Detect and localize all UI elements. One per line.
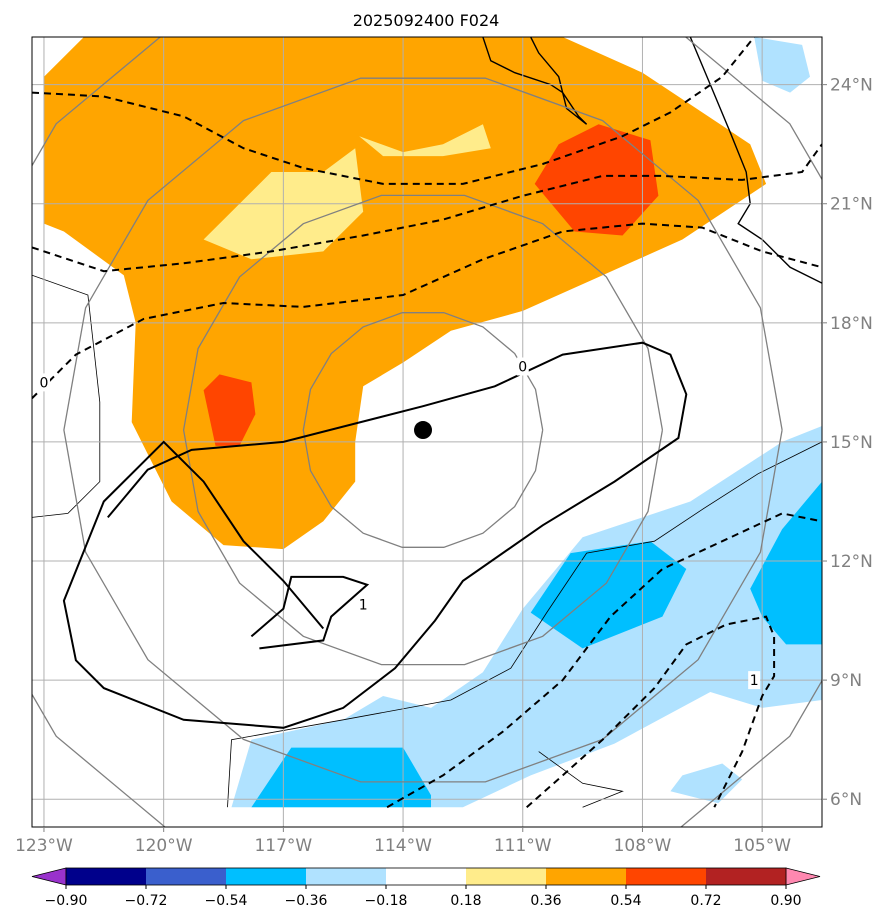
- contour-label-bg: [748, 671, 761, 690]
- x-tick-label: 105°W: [733, 836, 791, 856]
- colorbar-label: 0.90: [770, 893, 801, 909]
- contour-label: 0: [518, 359, 527, 375]
- y-tick-label: 15°N: [830, 433, 873, 453]
- x-tick-label: 123°W: [15, 836, 73, 856]
- colorbar-segment: [146, 868, 227, 885]
- contour-solid-line: [62, 341, 688, 729]
- colorbar-extend-low: [31, 867, 67, 886]
- x-tick-label: 117°W: [254, 836, 312, 856]
- fill-red-west: [203, 374, 256, 446]
- contour-dash-south-2: [526, 615, 776, 808]
- y-tick-label: 12°N: [830, 552, 873, 572]
- contour-dash-3: [32, 222, 822, 400]
- y-tick-label: 9°N: [830, 671, 862, 691]
- plot-frame: [31, 36, 823, 828]
- contour-label: 1: [750, 673, 759, 689]
- contour-label-bg: [357, 595, 370, 614]
- fill-blue-se-dark: [530, 541, 687, 649]
- coast-thin-outline-2: [227, 441, 822, 808]
- colorbar-extend-high: [785, 867, 821, 886]
- coast-baja-coast: [482, 37, 588, 125]
- storm-center-marker: [414, 421, 433, 440]
- contour-label-bg: [516, 357, 529, 376]
- x-tick-label: 111°W: [494, 836, 552, 856]
- fill-lightblue-ne: [754, 37, 810, 93]
- x-tick-label: 120°W: [135, 836, 193, 856]
- colorbar-label: 0.54: [610, 893, 641, 909]
- colorbar: −0.90 −0.72 −0.54 −0.36 −0.18 0.18 0.36 0.54 0.7…: [31, 867, 821, 909]
- colorbar-segment: [466, 868, 547, 885]
- plot-area: 0 0 1 1: [32, 37, 822, 827]
- contour-label: 1: [359, 598, 368, 614]
- colorbar-segment: [626, 868, 707, 885]
- colorbar-label: −0.36: [285, 893, 328, 909]
- fill-lightblue-south: [231, 426, 822, 808]
- fill-yellow-north-island2: [359, 124, 491, 157]
- colorbar-segment: [386, 868, 467, 885]
- x-tick-label: 108°W: [614, 836, 672, 856]
- colorbar-segment: [306, 868, 387, 885]
- colorbar-label: −0.90: [45, 893, 88, 909]
- colorbar-label: 0.72: [690, 893, 721, 909]
- y-tick-label: 18°N: [830, 314, 873, 334]
- colorbar-segment: [706, 868, 787, 885]
- y-tick-label: 6°N: [830, 790, 862, 810]
- contour-label-bg: [37, 373, 50, 392]
- contour-dash-south-1: [386, 512, 822, 809]
- colorbar-label: 0.18: [450, 893, 481, 909]
- fill-red-north: [534, 124, 659, 236]
- colorbar-frame: [65, 867, 787, 886]
- colorbar-label: 0.36: [530, 893, 561, 909]
- contour-dash-2: [32, 143, 822, 273]
- contour-label: 0: [40, 375, 49, 391]
- axis-labels: 123°W 120°W 117°W 114°W 111°W 108°W 105°W 6°N 9°…: [15, 76, 873, 856]
- contour-solid-inner: [250, 575, 370, 650]
- y-tick-label: 24°N: [830, 76, 873, 96]
- x-tick-label: 114°W: [374, 836, 432, 856]
- contour-dash-1: [32, 37, 755, 185]
- fill-lightblue-se-small: [670, 763, 743, 804]
- colorbar-label: −0.18: [365, 893, 408, 909]
- range-ring: [182, 194, 664, 666]
- fill-blue-south-dark: [251, 747, 431, 808]
- colorbar-label: −0.54: [205, 893, 248, 909]
- range-ring: [302, 312, 544, 548]
- colorbar-segment: [226, 868, 307, 885]
- fill-blue-east-dark: [750, 481, 822, 645]
- colorbar-segment: [546, 868, 627, 885]
- colorbar-label: −0.72: [125, 893, 168, 909]
- chart-title: 2025092400 F024: [353, 11, 500, 30]
- y-tick-label: 21°N: [830, 195, 873, 215]
- colorbar-segment: [66, 868, 147, 885]
